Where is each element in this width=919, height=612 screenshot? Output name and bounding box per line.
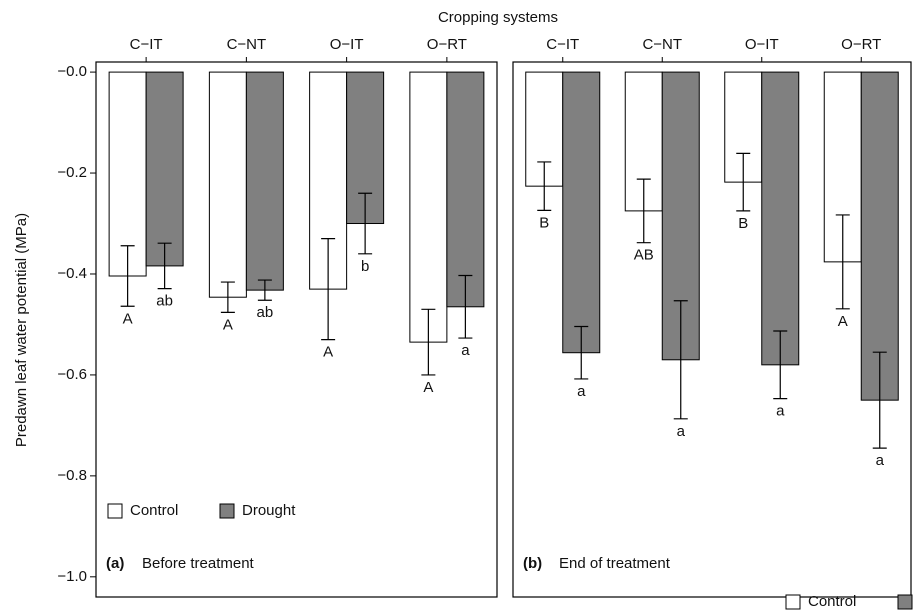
bar (761, 71, 800, 366)
y-tick-label: −0.8 (57, 467, 87, 484)
y-tick-label: −0.0 (57, 63, 87, 80)
chart-title: Cropping systems (438, 9, 558, 26)
panel-label: (b) (523, 555, 542, 572)
x-tick-label: O−IT (745, 36, 779, 53)
y-tick-label: −0.4 (57, 265, 87, 282)
significance-letter: A (323, 344, 333, 361)
error-bar (636, 178, 651, 244)
bar (208, 71, 247, 298)
error-bar (458, 274, 473, 339)
y-axis-label: Predawn leaf water potential (MPa) (13, 213, 30, 447)
error-bar (574, 325, 589, 380)
panel-frame (95, 61, 498, 598)
error-bar (157, 242, 172, 290)
error-bar (736, 152, 751, 212)
significance-letter: a (876, 452, 885, 469)
panel-subtitle: Before treatment (142, 555, 255, 572)
x-tick-label: O−RT (427, 36, 467, 53)
error-bar (421, 308, 436, 376)
panel-frame (512, 61, 912, 598)
significance-letter: ab (257, 304, 274, 321)
significance-letter: b (361, 258, 369, 275)
significance-letter: a (461, 342, 470, 359)
legend-label: Control (808, 593, 856, 610)
legend-swatch (897, 594, 913, 610)
error-bar (120, 245, 135, 307)
error-bar (220, 281, 235, 313)
legend-label: Control (130, 502, 178, 519)
significance-letter: B (738, 215, 748, 232)
panel-label: (a) (106, 555, 124, 572)
x-tick-label: O−RT (841, 36, 881, 53)
significance-letter: A (423, 379, 433, 396)
significance-letter: A (838, 313, 848, 330)
significance-letter: a (577, 383, 586, 400)
significance-letter: B (539, 214, 549, 231)
bar (245, 71, 284, 291)
bar (446, 71, 485, 308)
x-tick-label: C−NT (227, 36, 267, 53)
bar (860, 71, 899, 401)
legend-label: Drought (242, 502, 296, 519)
legend-swatch (107, 503, 123, 519)
significance-letter: a (677, 423, 686, 440)
x-tick-label: C−IT (546, 36, 579, 53)
y-tick-label: −0.2 (57, 164, 87, 181)
y-tick-label: −0.6 (57, 366, 87, 383)
y-tick-label: −1.0 (57, 568, 87, 585)
error-bar (872, 351, 887, 449)
bar (409, 71, 448, 343)
x-tick-label: C−IT (130, 36, 163, 53)
significance-letter: a (776, 403, 785, 420)
legend-swatch (219, 503, 235, 519)
error-bar (257, 279, 272, 301)
panel-subtitle: End of treatment (559, 555, 671, 572)
error-bar (835, 214, 850, 310)
bar (562, 71, 601, 354)
error-bar (537, 161, 552, 211)
error-bar (358, 192, 373, 255)
legend-swatch (785, 594, 801, 610)
error-bar (673, 300, 688, 420)
x-tick-label: O−IT (330, 36, 364, 53)
x-tick-label: C−NT (642, 36, 682, 53)
significance-letter: A (223, 316, 233, 333)
bar (145, 71, 184, 267)
error-bar (773, 330, 788, 400)
error-bar (321, 238, 336, 341)
significance-letter: ab (156, 293, 173, 310)
significance-letter: AB (634, 247, 654, 264)
significance-letter: A (123, 310, 133, 327)
